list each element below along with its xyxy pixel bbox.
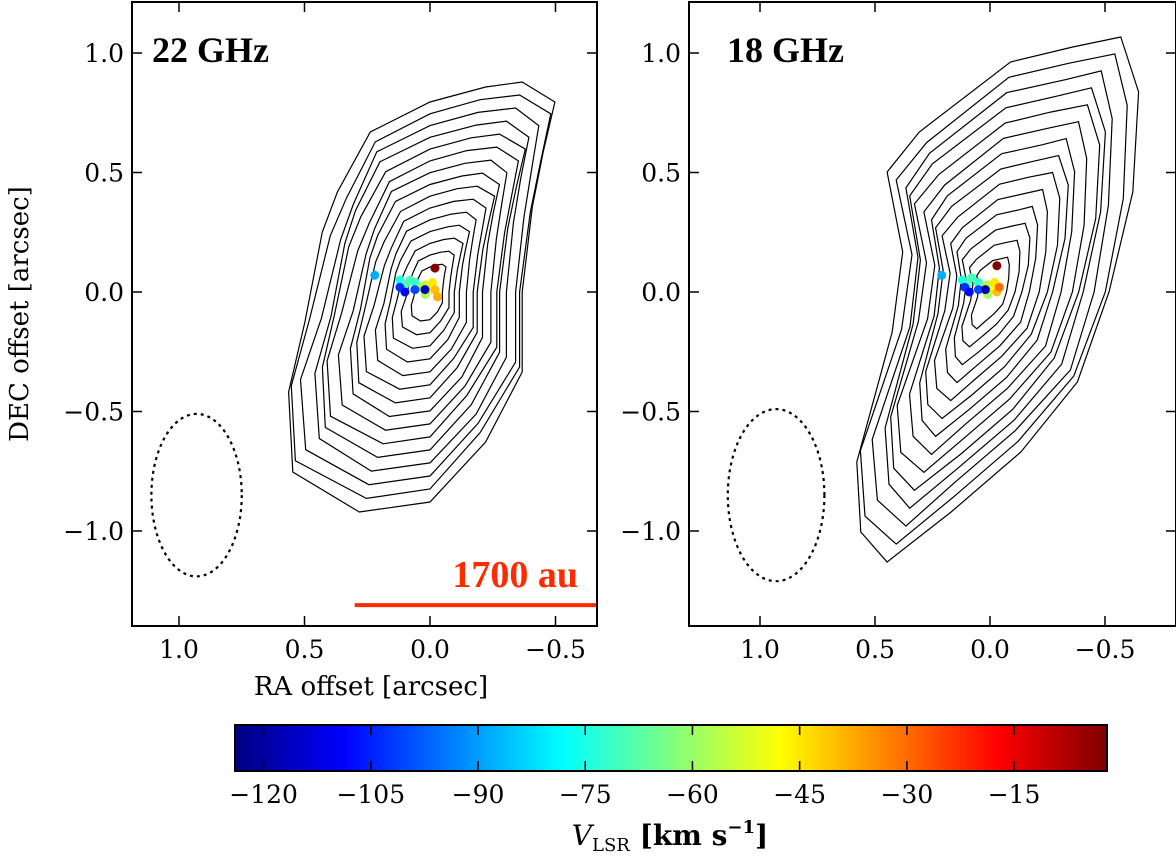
maser-spot bbox=[400, 287, 410, 297]
maser-spot bbox=[410, 285, 420, 295]
colorbar-tick-label: −105 bbox=[336, 780, 405, 809]
maser-spot bbox=[430, 263, 440, 273]
colorbar-title-sup: −1 bbox=[727, 817, 755, 838]
maser-spot bbox=[428, 277, 437, 287]
maser-spot bbox=[994, 282, 1004, 292]
contour-level bbox=[326, 146, 520, 445]
x-axis-title: RA offset [arcsec] bbox=[254, 672, 488, 702]
colorbar-title-sub: LSR bbox=[592, 835, 630, 856]
maser-spot bbox=[992, 261, 1002, 271]
maser-spot bbox=[964, 287, 974, 297]
maser-spot bbox=[937, 270, 947, 280]
x-tick-label: 0.5 bbox=[855, 635, 895, 664]
contour-level bbox=[391, 237, 464, 349]
y-tick-label: 0.5 bbox=[641, 159, 681, 188]
contour-level bbox=[337, 159, 508, 431]
x-tick-label: 0.0 bbox=[410, 635, 450, 664]
maser-spot bbox=[370, 270, 380, 280]
colorbar-tick-label: −120 bbox=[229, 780, 298, 809]
contour-level bbox=[908, 137, 1076, 456]
ticks-18ghz: 1.0 0.5 0.0 −0.5 1.0 0.5 0.0 −0.5 −1.0 bbox=[620, 2, 1176, 664]
colorbar-tick-label: −90 bbox=[452, 780, 505, 809]
contour-level bbox=[925, 171, 1061, 420]
scale-bar-label: 1700 au bbox=[452, 554, 578, 596]
contour-level bbox=[410, 263, 447, 322]
colorbar-gradient bbox=[234, 724, 1108, 772]
contour-level bbox=[961, 239, 1021, 348]
contour-level bbox=[859, 53, 1128, 545]
y-tick-label: 1.0 bbox=[84, 39, 124, 68]
colorbar-title: VLSR [km s−1] bbox=[572, 817, 768, 856]
contour-level bbox=[933, 188, 1049, 402]
plot-frame-18ghz bbox=[688, 1, 1176, 627]
y-tick-label: 1.0 bbox=[641, 39, 681, 68]
maser-spot bbox=[433, 292, 442, 302]
maser-spot bbox=[430, 285, 440, 295]
contour-level bbox=[400, 250, 455, 336]
contour-level bbox=[871, 70, 1113, 527]
contour-level bbox=[919, 154, 1069, 438]
colorbar-tick-label: −30 bbox=[880, 780, 933, 809]
contour-level bbox=[896, 120, 1088, 474]
panel-label-22ghz: 22 GHz bbox=[152, 30, 269, 70]
ticks-22ghz: 1.0 0.5 0.0 −0.5 1.0 0.5 0.0 −0.5 −1.0 bbox=[63, 2, 597, 664]
colorbar-title-units: [km s bbox=[630, 819, 728, 852]
contour-level bbox=[363, 198, 487, 390]
masers-22ghz bbox=[370, 263, 442, 302]
maser-spot bbox=[967, 273, 977, 283]
contour-level bbox=[349, 172, 501, 418]
contour-level bbox=[321, 133, 526, 459]
y-tick-label: −1.0 bbox=[620, 517, 681, 546]
masers-18ghz bbox=[937, 261, 1004, 299]
beam-ellipse-18ghz bbox=[726, 408, 826, 583]
colorbar: −120 −105 −90 −75 −60 −45 −30 −15 VLSR [km s−1] bbox=[229, 724, 1108, 856]
plot-frame-22ghz bbox=[131, 1, 598, 627]
contour-level bbox=[970, 256, 1010, 330]
contours-18ghz bbox=[856, 36, 1140, 563]
y-tick-label: −0.5 bbox=[63, 398, 124, 427]
x-tick-label: 0.0 bbox=[970, 635, 1010, 664]
beam-ellipse-22ghz bbox=[150, 412, 243, 578]
contour-level bbox=[856, 36, 1140, 563]
x-tick-label: −0.5 bbox=[1075, 635, 1136, 664]
contour-level bbox=[884, 87, 1107, 510]
contour-level bbox=[945, 205, 1039, 384]
contours-22ghz bbox=[287, 81, 556, 513]
contour-level bbox=[384, 224, 471, 363]
maser-spot bbox=[980, 285, 990, 295]
x-tick-label: 1.0 bbox=[740, 635, 780, 664]
y-tick-label: −0.5 bbox=[620, 398, 681, 427]
panel-22ghz: 1.0 0.5 0.0 −0.5 1.0 0.5 0.0 −0.5 −1.0 22 GHz 17… bbox=[5, 1, 598, 702]
contour-level bbox=[356, 185, 496, 404]
y-tick-label: −1.0 bbox=[63, 517, 124, 546]
contour-level bbox=[287, 81, 556, 513]
colorbar-tick-label: −75 bbox=[559, 780, 612, 809]
x-tick-label: 1.0 bbox=[159, 635, 199, 664]
y-tick-label: 0.0 bbox=[84, 278, 124, 307]
maser-spot bbox=[420, 285, 430, 295]
panel-18ghz: 1.0 0.5 0.0 −0.5 1.0 0.5 0.0 −0.5 −1.0 18 GHz bbox=[620, 1, 1176, 664]
y-tick-label: 0.5 bbox=[84, 159, 124, 188]
contour-level bbox=[953, 222, 1031, 366]
colorbar-ticks: −120 −105 −90 −75 −60 −45 −30 −15 bbox=[229, 725, 1040, 809]
colorbar-title-end: ] bbox=[755, 819, 768, 852]
contour-level bbox=[299, 107, 540, 486]
colorbar-tick-label: −45 bbox=[773, 780, 826, 809]
colorbar-tick-label: −15 bbox=[988, 780, 1041, 809]
contour-level bbox=[314, 120, 530, 472]
maser-spot bbox=[974, 285, 983, 295]
contour-level bbox=[890, 104, 1101, 492]
colorbar-title-main: V bbox=[572, 819, 595, 852]
colorbar-tick-label: −60 bbox=[666, 780, 719, 809]
panel-label-18ghz: 18 GHz bbox=[727, 30, 844, 70]
contour-level bbox=[290, 94, 552, 500]
contour-level bbox=[374, 211, 477, 377]
y-axis-title: DEC offset [arcsec] bbox=[5, 186, 35, 442]
x-tick-label: −0.5 bbox=[525, 635, 586, 664]
y-tick-label: 0.0 bbox=[641, 278, 681, 307]
x-tick-label: 0.5 bbox=[285, 635, 325, 664]
